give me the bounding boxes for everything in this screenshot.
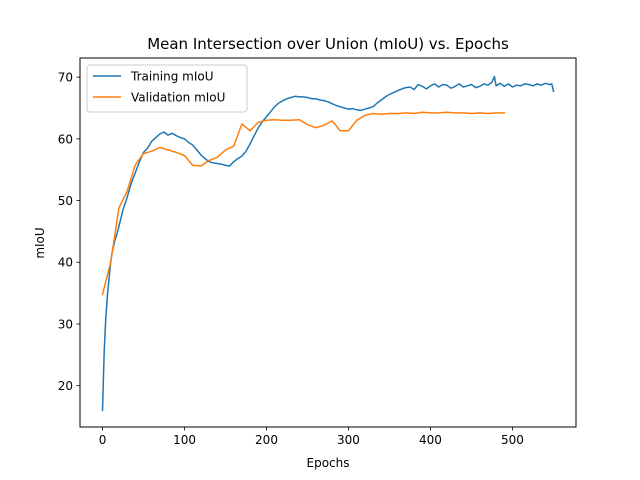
x-tick-label: 400: [419, 433, 442, 447]
y-axis-label: mIoU: [33, 227, 47, 258]
x-axis-ticks: 0 100 200 300 400 500: [99, 427, 524, 447]
y-tick-label: 60: [58, 132, 73, 146]
series-line-training: [101, 75, 555, 412]
legend-label-training: Training mIoU: [130, 70, 214, 84]
series-line-validation: [101, 111, 506, 296]
x-tick-label: 200: [255, 433, 278, 447]
y-axis-ticks: 20 30 40 50 60 70: [58, 71, 80, 393]
y-tick-label: 40: [58, 256, 73, 270]
x-tick-label: 0: [99, 433, 107, 447]
x-axis-label: Epochs: [307, 456, 350, 470]
legend-label-validation: Validation mIoU: [131, 91, 225, 105]
plot-area: [101, 75, 555, 412]
y-tick-label: 20: [58, 379, 73, 393]
chart-title: Mean Intersection over Union (mIoU) vs. …: [147, 35, 509, 53]
legend-box: [86, 64, 248, 113]
x-tick-label: 300: [337, 433, 360, 447]
x-tick-label: 500: [501, 433, 524, 447]
y-tick-label: 70: [58, 71, 73, 85]
y-tick-label: 30: [58, 317, 73, 331]
x-tick-label: 100: [173, 433, 196, 447]
legend: Training mIoU Validation mIoU: [86, 64, 248, 113]
y-tick-label: 50: [58, 194, 73, 208]
axes-frame: [79, 57, 577, 428]
